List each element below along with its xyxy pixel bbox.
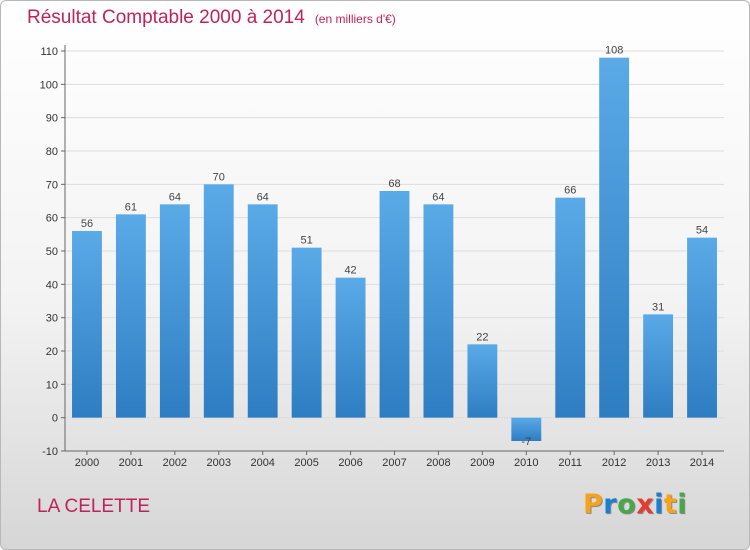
commune-name: LA CELETTE xyxy=(37,496,150,517)
x-tick-label: 2001 xyxy=(119,457,143,469)
logo-letter: i xyxy=(677,489,688,520)
x-tick-label: 2008 xyxy=(426,457,450,469)
data-label: 56 xyxy=(81,218,93,230)
data-label: 22 xyxy=(476,331,488,343)
data-label: 108 xyxy=(605,45,623,57)
x-tick-label: 2003 xyxy=(207,457,231,469)
x-tick-label: 2013 xyxy=(646,457,670,469)
data-label: -7 xyxy=(521,436,531,448)
x-tick-label: 2000 xyxy=(75,457,99,469)
data-label: 31 xyxy=(652,301,664,313)
y-tick-label: 100 xyxy=(40,79,58,91)
data-label: 61 xyxy=(125,201,137,213)
x-tick-label: 2014 xyxy=(690,457,714,469)
proxiti-logo[interactable]: Proxiti xyxy=(583,489,687,520)
logo-letter: P xyxy=(583,489,604,520)
bar xyxy=(643,314,674,418)
y-tick-label: 0 xyxy=(52,413,58,425)
logo-letter: i xyxy=(654,489,664,520)
x-tick-label: 2010 xyxy=(514,457,538,469)
data-label: 68 xyxy=(388,178,400,190)
y-tick-label: 30 xyxy=(46,313,58,325)
bar xyxy=(247,204,278,418)
logo-letter: x xyxy=(636,489,655,520)
bar xyxy=(467,344,498,418)
x-tick-label: 2007 xyxy=(382,457,406,469)
y-tick-label: 60 xyxy=(46,213,58,225)
bar xyxy=(423,204,454,418)
bar xyxy=(555,197,586,418)
logo-letter: r xyxy=(603,489,618,520)
bar xyxy=(159,204,190,418)
bar xyxy=(203,184,234,418)
bar xyxy=(291,247,322,418)
logo-letter: t xyxy=(663,489,678,520)
bar xyxy=(115,214,146,418)
logo-letter: o xyxy=(617,489,637,520)
data-label: 64 xyxy=(432,191,444,203)
bar xyxy=(511,417,542,441)
data-label: 51 xyxy=(301,235,313,247)
bar xyxy=(687,237,717,418)
y-tick-label: 50 xyxy=(46,246,58,258)
chart-title-block: Résultat Comptable 2000 à 2014 (en millie… xyxy=(27,7,396,29)
data-label: 64 xyxy=(169,191,181,203)
x-tick-label: 2006 xyxy=(338,457,362,469)
chart-subtitle: (en milliers d'€) xyxy=(314,12,396,26)
data-label: 66 xyxy=(564,185,576,197)
x-tick-label: 2009 xyxy=(470,457,494,469)
y-tick-label: 70 xyxy=(46,179,58,191)
x-tick-label: 2002 xyxy=(163,457,187,469)
data-label: 70 xyxy=(213,171,225,183)
x-tick-label: 2005 xyxy=(294,457,318,469)
y-tick-label: 90 xyxy=(46,113,58,125)
bar xyxy=(335,277,366,418)
bar xyxy=(72,231,102,418)
data-label: 64 xyxy=(257,191,269,203)
y-tick-label: 80 xyxy=(46,146,58,158)
bar xyxy=(379,191,410,418)
y-tick-label: 10 xyxy=(46,379,58,391)
data-label: 42 xyxy=(344,265,356,277)
x-tick-label: 2012 xyxy=(602,457,626,469)
bar xyxy=(599,57,630,418)
y-tick-label: 110 xyxy=(40,46,58,58)
y-tick-label: -10 xyxy=(42,446,58,458)
data-label: 54 xyxy=(696,225,708,237)
y-tick-label: 20 xyxy=(46,346,58,358)
x-tick-label: 2011 xyxy=(558,457,582,469)
chart-title: Résultat Comptable 2000 à 2014 xyxy=(27,7,305,28)
x-tick-label: 2004 xyxy=(250,457,274,469)
y-tick-label: 40 xyxy=(46,279,58,291)
